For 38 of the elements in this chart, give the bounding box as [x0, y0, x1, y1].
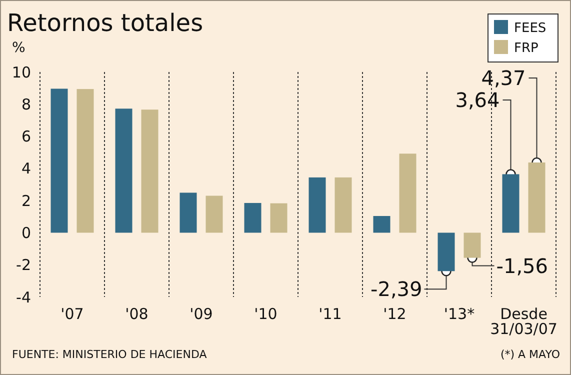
- y-tick-label: 0: [21, 224, 31, 242]
- chart-title: Retornos totales: [7, 9, 204, 37]
- y-tick-label: 6: [21, 128, 31, 146]
- bar: [76, 89, 94, 233]
- x-tick-label: '08: [125, 305, 148, 323]
- y-tick-label: -2: [16, 256, 31, 274]
- x-tick-label: '12: [383, 305, 406, 323]
- x-tick-label: '09: [190, 305, 213, 323]
- y-tick-label: 8: [21, 95, 31, 114]
- bar: [334, 177, 352, 233]
- y-tick-label: 2: [21, 192, 31, 210]
- y-axis-title: %: [12, 40, 26, 56]
- source-note: FUENTE: MINISTERIO DE HACIENDA: [12, 348, 208, 361]
- data-label: -2,39: [370, 277, 422, 302]
- x-tick-label: '07: [60, 305, 84, 323]
- bar: [141, 110, 158, 233]
- bar: [180, 192, 197, 233]
- bar: [270, 203, 288, 233]
- y-tick-label: 4: [21, 160, 31, 178]
- bar: [206, 196, 223, 233]
- legend-label: FEES: [514, 21, 546, 36]
- bar: [399, 154, 416, 233]
- data-label: 3,64: [455, 88, 500, 112]
- x-tick-label: '13*: [444, 305, 476, 323]
- y-tick-label: 10: [12, 63, 31, 82]
- data-label: -1,56: [496, 254, 548, 278]
- y-tick-label: -4: [16, 288, 31, 306]
- text: (*) A MAYO: [500, 348, 560, 361]
- bar: [50, 88, 68, 233]
- legend-label: FRP: [514, 41, 539, 56]
- data-label: 4,37: [481, 66, 526, 90]
- x-tick-label: '11: [318, 305, 342, 323]
- bar: [308, 177, 326, 233]
- bar: [115, 108, 132, 233]
- x-tick-label: Desde 31/03/07: [490, 305, 558, 338]
- bar: [373, 216, 390, 233]
- x-tick-label: '10: [254, 305, 278, 323]
- bar: [244, 202, 262, 233]
